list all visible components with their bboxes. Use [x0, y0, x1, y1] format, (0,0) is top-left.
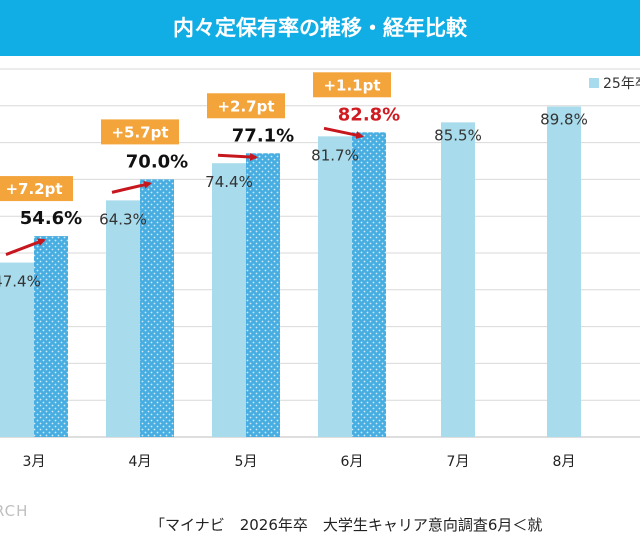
diff-badge-2: [101, 119, 179, 145]
legend-label: 25年卒: [603, 76, 640, 92]
value-label-prev-5: 85.5%: [434, 126, 482, 144]
value-label-curr-4: 82.8%: [338, 104, 400, 125]
value-label-prev-4: 81.7%: [311, 146, 359, 164]
value-label-prev-3: 74.4%: [205, 173, 253, 191]
value-label-prev-2: 64.3%: [99, 210, 147, 228]
diff-badge-label-2: +5.7pt: [111, 123, 168, 141]
bar-prev-4: [318, 136, 352, 437]
bar-prev-5: [441, 122, 475, 438]
diff-badge-1: [0, 176, 73, 202]
source-note: 「マイナビ 2026年卒 大学生キャリア意向調査6月＜就: [150, 516, 543, 534]
footer-logo: RCH: [0, 502, 29, 520]
value-label-prev-6: 89.8%: [540, 111, 588, 129]
diff-badge-label-4: +1.1pt: [323, 76, 380, 94]
x-tick-label: 8月: [553, 454, 576, 470]
x-tick-label: 4月: [129, 454, 152, 470]
increase-arrow-4: [323, 126, 364, 139]
diff-badge-label-1: +7.2pt: [5, 180, 62, 198]
bar-prev-1: [0, 262, 34, 437]
value-label-curr-1: 54.6%: [20, 208, 82, 229]
diff-badge-label-3: +2.7pt: [217, 97, 274, 115]
x-tick-label: 5月: [235, 454, 258, 470]
bar-chart: 47.4% 3月 54.6% 64.3% 4月 70.0% 74.4% 5月 77.1% 81.7…: [0, 68, 640, 470]
x-tick-label: 6月: [341, 454, 364, 470]
bar-curr-3: [246, 153, 280, 437]
diff-badge-3: [207, 93, 285, 119]
bar-prev-3: [212, 163, 246, 437]
bar-curr-1: [34, 236, 68, 437]
increase-arrow-2: [111, 180, 152, 194]
value-label-curr-2: 70.0%: [126, 151, 188, 172]
chart-area: 47.4% 3月 54.6% 64.3% 4月 70.0% 74.4% 5月 77.1% 81.7…: [0, 59, 640, 499]
bar-prev-6: [547, 106, 581, 437]
x-tick-label: 7月: [447, 454, 470, 470]
value-label-curr-3: 77.1%: [232, 125, 294, 146]
increase-arrow-1: [5, 238, 46, 256]
diff-badge-4: [313, 72, 391, 98]
x-tick-label: 3月: [23, 454, 46, 470]
value-label-prev-1: 47.4%: [0, 273, 41, 291]
bar-curr-4: [352, 132, 386, 437]
bar-curr-2: [140, 179, 174, 437]
chart-title: 内々定保有率の推移・経年比較: [0, 0, 640, 56]
increase-arrow-3: [217, 152, 258, 161]
legend-swatch: [589, 78, 599, 88]
bar-prev-2: [106, 200, 140, 437]
title-divider: [0, 56, 640, 59]
